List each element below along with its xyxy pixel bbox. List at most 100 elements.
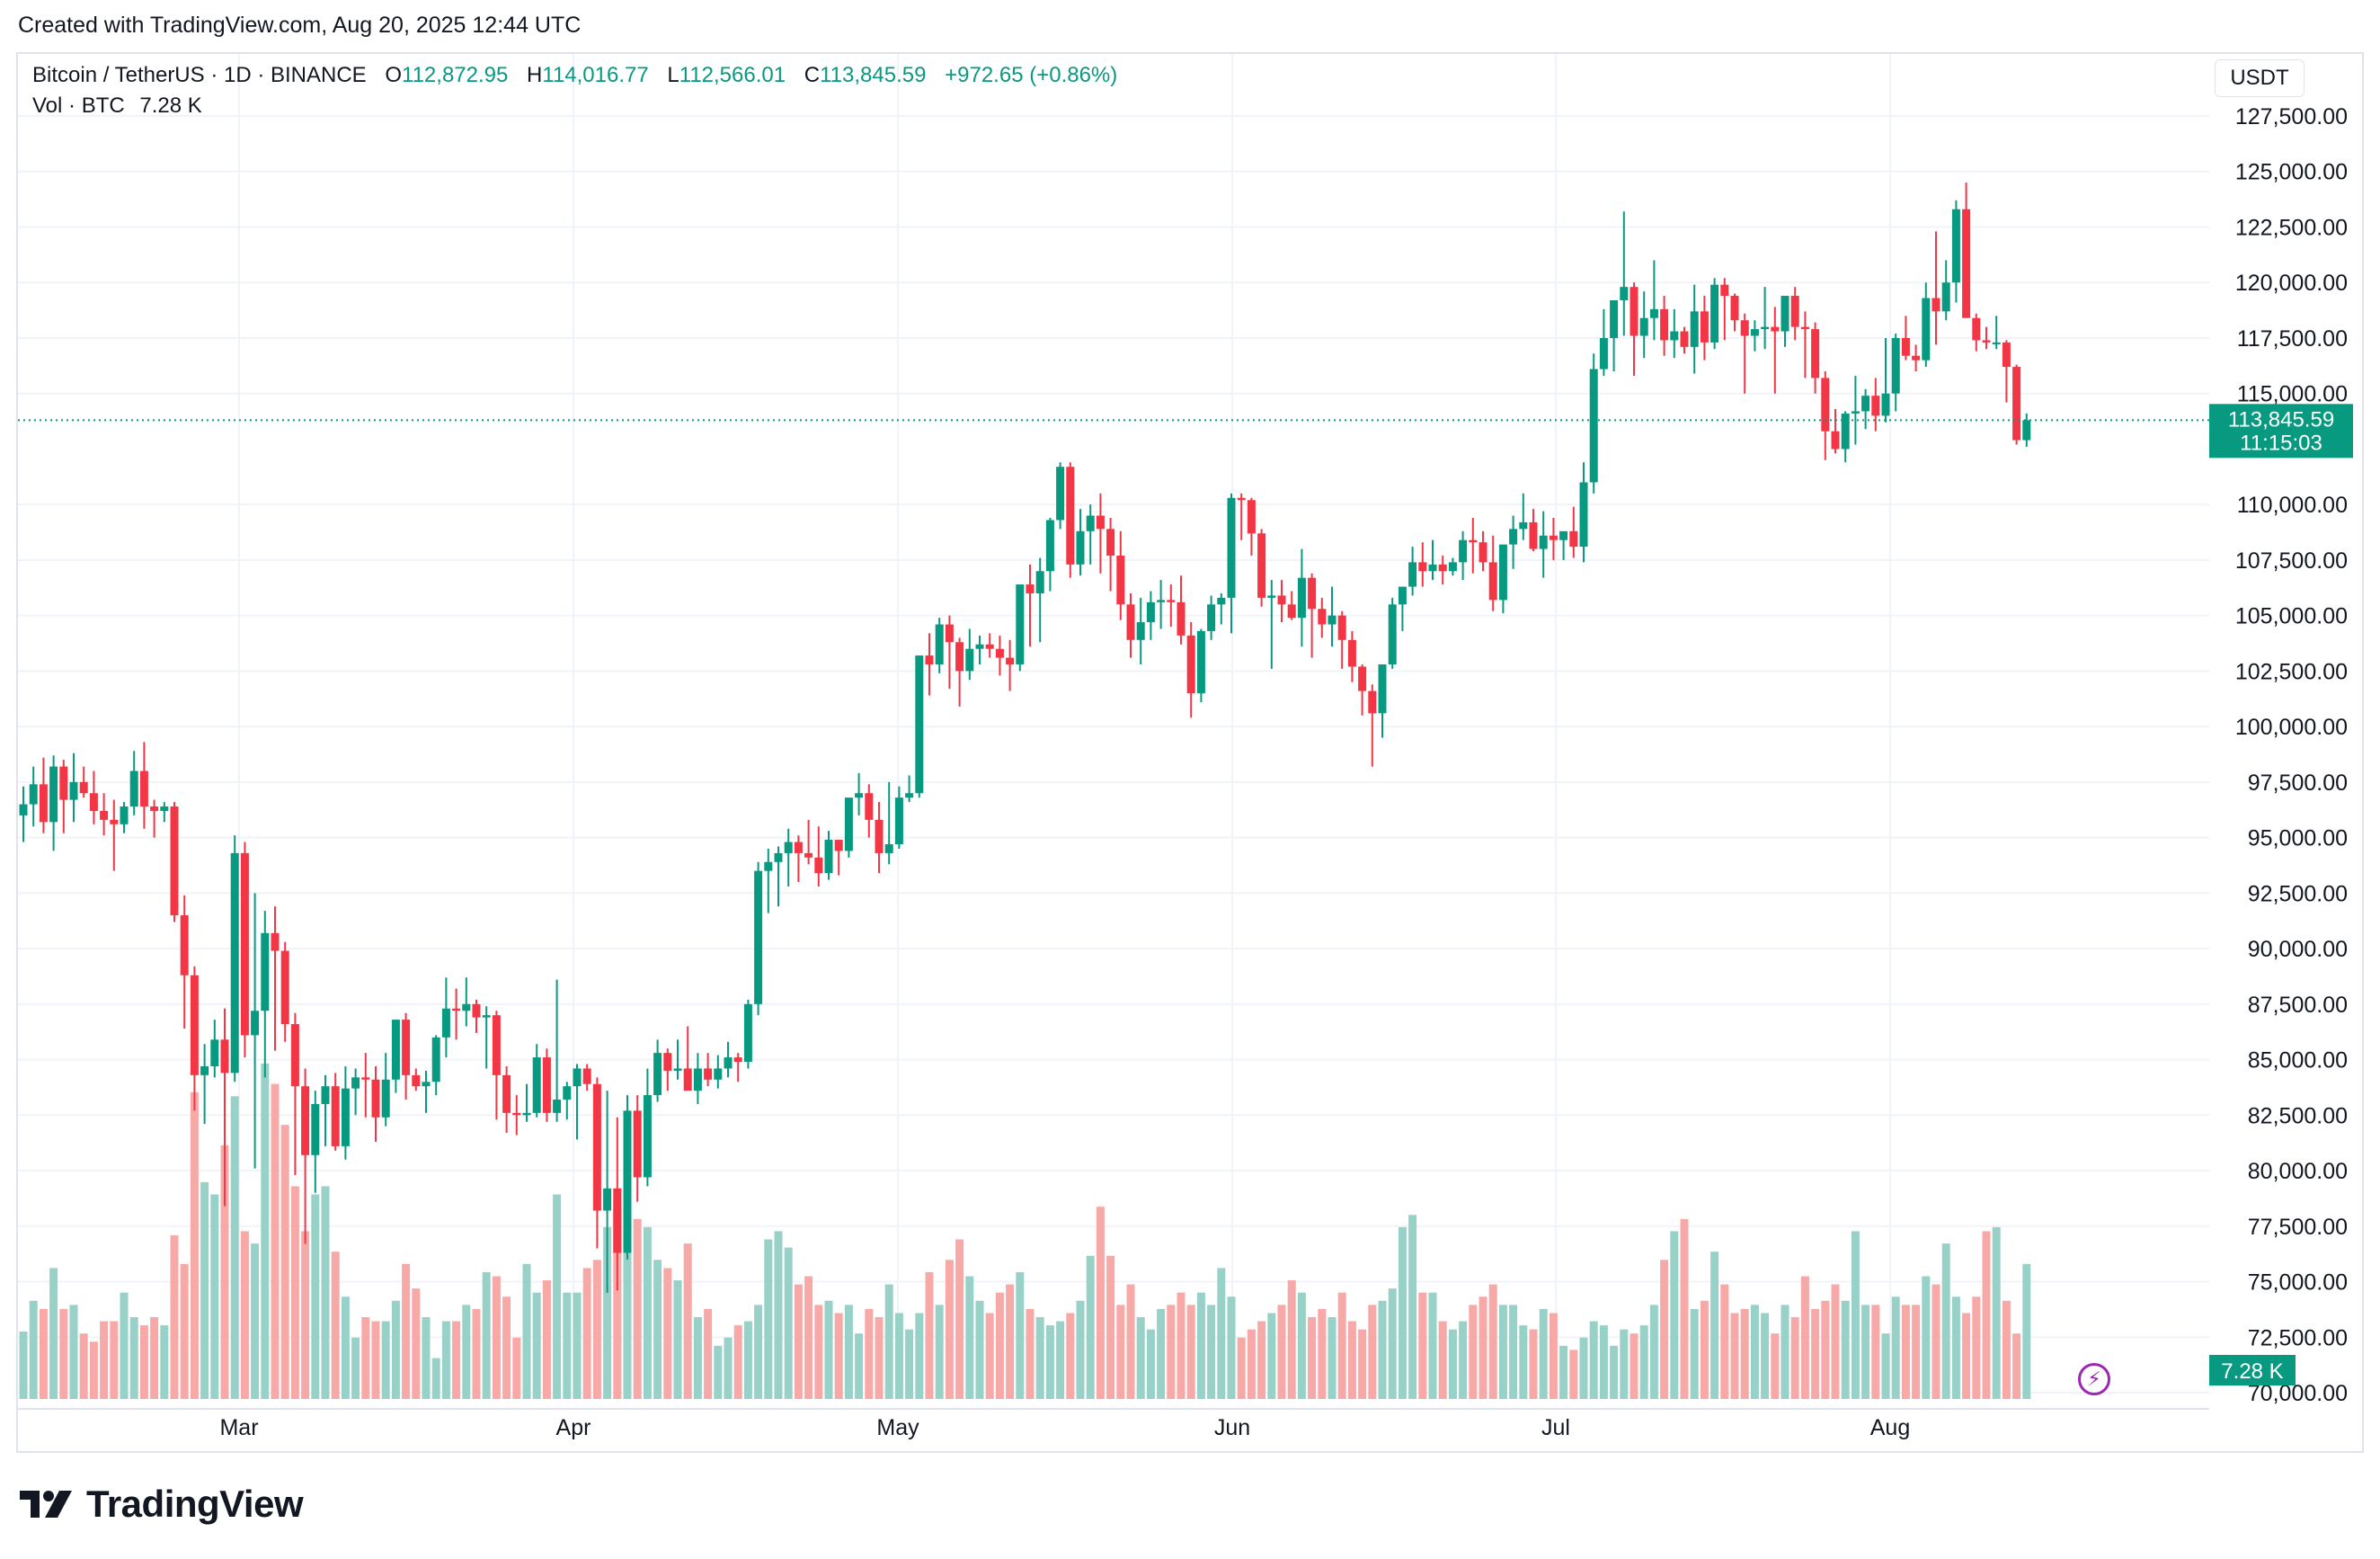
volume-bar [240, 1231, 249, 1399]
volume-bar [1146, 1329, 1155, 1399]
volume-bar [1649, 1305, 1658, 1399]
volume-bar [683, 1243, 692, 1399]
volume-bar [643, 1226, 652, 1399]
volume-bar [2022, 1263, 2031, 1399]
candle-body [1599, 337, 1608, 370]
volume-bar [663, 1268, 672, 1399]
candle-body [170, 806, 179, 916]
volume-bar [1901, 1305, 1910, 1399]
volume-bar [1761, 1313, 1770, 1399]
tradingview-logo-icon [20, 1491, 72, 1518]
lightning-icon[interactable]: ⚡ [2078, 1363, 2110, 1395]
volume-tag-label: 7.28 K [2221, 1359, 2283, 1384]
candle-body [69, 781, 78, 800]
volume-bar [1720, 1284, 1729, 1399]
candle-body [955, 642, 964, 672]
candle-body [1620, 287, 1629, 300]
volume-bar [804, 1276, 813, 1399]
candle-body [1106, 529, 1115, 556]
currency-button[interactable]: USDT [2215, 59, 2305, 97]
volume-bar [220, 1145, 229, 1399]
candle-body [2022, 420, 2031, 441]
x-tick-label: Mar [219, 1415, 258, 1440]
candle-body [1368, 690, 1377, 714]
volume-bar [794, 1284, 803, 1399]
candle-body [1448, 562, 1457, 572]
volume-bar [1498, 1305, 1507, 1399]
y-tick-label: 87,500.00 [2248, 993, 2348, 1018]
volume-bar [1690, 1308, 1699, 1399]
brand-logo[interactable]: TradingView [20, 1482, 304, 1527]
candle-body [1116, 555, 1125, 605]
volume-bar [563, 1292, 572, 1399]
candle-body [200, 1065, 209, 1075]
candle-body [1146, 601, 1155, 623]
candle-body [603, 1188, 612, 1211]
volume-bar [391, 1300, 400, 1399]
volume-bar [180, 1263, 189, 1399]
volume-bar [422, 1317, 431, 1399]
candle-body [1045, 520, 1054, 572]
candle-body [2002, 342, 2011, 368]
volume-bar [1539, 1308, 1548, 1399]
candle-body [1811, 329, 1820, 379]
volume-bar [1136, 1317, 1145, 1399]
candle-body [361, 1077, 370, 1080]
volume-bar [200, 1181, 209, 1399]
candle-body [1639, 317, 1648, 336]
volume-bar [1630, 1333, 1638, 1399]
volume-bar [1318, 1308, 1327, 1399]
candle-body [1056, 467, 1065, 521]
volume-bar [894, 1313, 903, 1399]
volume-bar [1549, 1313, 1558, 1399]
volume-bar [1781, 1305, 1789, 1399]
volume-bar [623, 1226, 632, 1399]
candle-body [150, 806, 159, 811]
volume-bar [1247, 1329, 1256, 1399]
candle-body [1509, 529, 1518, 545]
volume-bar [1771, 1333, 1780, 1399]
candle-body [110, 819, 119, 824]
volume-bar [1267, 1313, 1276, 1399]
volume-bar [1448, 1329, 1457, 1399]
y-tick-label: 110,000.00 [2237, 493, 2348, 518]
candle-body [804, 852, 813, 858]
volume-bar [160, 1325, 169, 1399]
y-tick-label: 122,500.00 [2235, 215, 2348, 240]
candle-body [1237, 497, 1246, 501]
y-tick-label: 125,000.00 [2235, 160, 2348, 185]
volume-bar [371, 1321, 380, 1399]
candle-body [733, 1057, 742, 1063]
volume-bar [1076, 1300, 1085, 1399]
candle-body [1498, 544, 1507, 601]
volume-bar [482, 1271, 491, 1399]
volume-bar [1811, 1308, 1820, 1399]
volume-label[interactable]: Vol · BTC [32, 94, 125, 118]
candle-body [1297, 577, 1306, 619]
volume-bar [1086, 1255, 1095, 1399]
volume-bar [150, 1317, 159, 1399]
candle-body [743, 1003, 752, 1063]
y-tick-label: 77,500.00 [2248, 1215, 2348, 1240]
candle-body [542, 1057, 551, 1113]
y-tick-label: 92,500.00 [2248, 881, 2348, 906]
candle-body [1720, 284, 1729, 297]
candle-body [1932, 298, 1940, 312]
candle-body [472, 1003, 481, 1018]
candle-body [975, 644, 984, 649]
candle-body [1992, 342, 2001, 344]
candle-body [1086, 515, 1095, 531]
candle-body [1750, 329, 1759, 336]
candle-body [1469, 539, 1478, 543]
volume-bar [653, 1260, 662, 1399]
volume-bar [1428, 1292, 1437, 1399]
symbol-name[interactable]: Bitcoin / TetherUS · 1D · BINANCE [32, 63, 367, 87]
y-tick-label: 95,000.00 [2248, 826, 2348, 851]
volume-bar [280, 1125, 289, 1399]
close-value: 113,845.59 [820, 63, 927, 87]
volume-bar [290, 1186, 299, 1399]
candle-body [704, 1068, 713, 1080]
candle-body [240, 852, 249, 1036]
candle-body [49, 766, 58, 823]
